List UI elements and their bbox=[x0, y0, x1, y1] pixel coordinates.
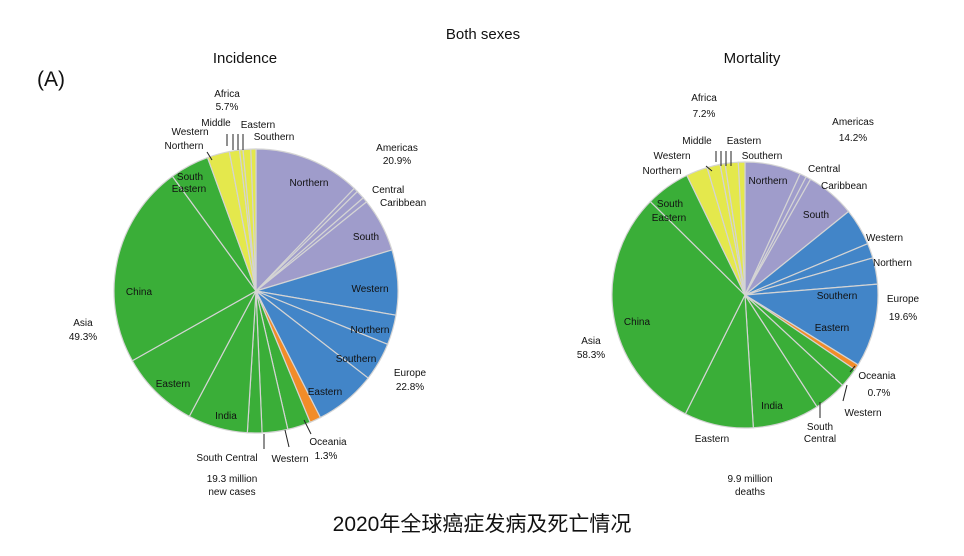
incidence-slice-label: South bbox=[177, 172, 203, 183]
incidence-slice-asia bbox=[113, 175, 257, 362]
mortality-group-label: Oceania bbox=[858, 371, 896, 382]
incidence-slice-label: China bbox=[126, 287, 153, 298]
incidence-slice-label: Southern bbox=[254, 132, 295, 143]
incidence-group-percent: 20.9% bbox=[383, 156, 411, 167]
mortality-group-label: Europe bbox=[887, 294, 920, 305]
mortality-group-percent: 0.7% bbox=[868, 388, 891, 399]
mortality-slice-label: India bbox=[761, 401, 783, 412]
mortality-slice-label: China bbox=[624, 317, 651, 328]
mortality-leader-lines bbox=[705, 151, 856, 418]
mortality-slice-label: Eastern bbox=[695, 434, 729, 445]
mortality-slice-label: Central bbox=[808, 164, 840, 175]
incidence-total-line-1: 19.3 million bbox=[207, 474, 258, 485]
incidence-group-percent: 22.8% bbox=[396, 382, 424, 393]
mortality-group-label: Americas bbox=[832, 117, 874, 128]
mortality-title: Mortality bbox=[724, 50, 781, 67]
incidence-slice-label: South Central bbox=[196, 453, 257, 464]
mortality-slice-africa bbox=[737, 161, 746, 296]
incidence-group-label: Americas bbox=[376, 143, 418, 154]
incidence-pie bbox=[113, 148, 399, 434]
mortality-slice-label: Eastern bbox=[727, 136, 761, 147]
incidence-group-label: Asia bbox=[73, 318, 93, 329]
incidence-slice-label: Western bbox=[171, 127, 208, 138]
incidence-slice-label: India bbox=[215, 411, 237, 422]
mortality-total-line-2: deaths bbox=[735, 487, 765, 498]
mortality-slice-label: Northern bbox=[643, 166, 682, 177]
incidence-title: Incidence bbox=[213, 50, 277, 67]
incidence-slice-label: Eastern bbox=[156, 379, 190, 390]
mortality-group-percent: 7.2% bbox=[693, 109, 716, 120]
mortality-slice-label: Central bbox=[804, 434, 836, 445]
incidence-group-label: Africa bbox=[214, 89, 240, 100]
mortality-slice-label: South bbox=[803, 210, 829, 221]
mortality-slice-asia bbox=[611, 200, 746, 415]
mortality-slice-label: Northern bbox=[873, 258, 912, 269]
mortality-slice-label: Western bbox=[844, 408, 881, 419]
incidence-group-percent: 1.3% bbox=[315, 451, 338, 462]
incidence-slice-label: Northern bbox=[290, 178, 329, 189]
incidence-slice-label: Eastern bbox=[172, 184, 206, 195]
incidence-slice-label: Middle bbox=[201, 118, 231, 129]
incidence-group-label: Oceania bbox=[309, 437, 347, 448]
figure-caption: 2020年全球癌症发病及死亡情况 bbox=[333, 513, 632, 536]
incidence-slice-label: Caribbean bbox=[380, 198, 426, 209]
mortality-slice-label: Northern bbox=[749, 176, 788, 187]
incidence-slice-asia bbox=[131, 289, 258, 418]
mortality-slice-label: Western bbox=[866, 233, 903, 244]
incidence-slice-label: Northern bbox=[165, 141, 204, 152]
incidence-group-label: Europe bbox=[394, 368, 427, 379]
mortality-pie bbox=[611, 161, 879, 429]
mortality-slice-label: Southern bbox=[817, 291, 858, 302]
mortality-slice-europe bbox=[743, 283, 879, 366]
mortality-group-label: Asia bbox=[581, 336, 601, 347]
figure-title: Both sexes bbox=[446, 26, 520, 43]
mortality-slice-label: Caribbean bbox=[821, 181, 867, 192]
incidence-group-percent: 49.3% bbox=[69, 332, 97, 343]
incidence-slice-label: Western bbox=[271, 454, 308, 465]
mortality-slice-label: Middle bbox=[682, 136, 712, 147]
incidence-group-percent: 5.7% bbox=[216, 102, 239, 113]
mortality-group-label: Africa bbox=[691, 93, 717, 104]
mortality-group-percent: 19.6% bbox=[889, 312, 917, 323]
mortality-group-percent: 58.3% bbox=[577, 350, 605, 361]
mortality-slice-label: Eastern bbox=[815, 323, 849, 334]
mortality-slice-label: South bbox=[807, 422, 833, 433]
incidence-slice-label: Eastern bbox=[308, 387, 342, 398]
incidence-slice-label: Western bbox=[351, 284, 388, 295]
mortality-group-percent: 14.2% bbox=[839, 133, 867, 144]
panel-label: (A) bbox=[37, 68, 65, 91]
incidence-slice-label: South bbox=[353, 232, 379, 243]
incidence-slice-americas bbox=[255, 148, 356, 293]
incidence-leader-lines bbox=[206, 134, 312, 449]
incidence-slice-label: Southern bbox=[336, 354, 377, 365]
incidence-slice-label: Northern bbox=[351, 325, 390, 336]
mortality-total-line-1: 9.9 million bbox=[727, 474, 772, 485]
mortality-slice-label: South bbox=[657, 199, 683, 210]
incidence-total-line-2: new cases bbox=[208, 487, 255, 498]
incidence-slice-africa bbox=[250, 148, 257, 292]
incidence-slice-label: Central bbox=[372, 185, 404, 196]
mortality-slice-label: Eastern bbox=[652, 213, 686, 224]
incidence-slice-label: Eastern bbox=[241, 120, 275, 131]
mortality-slice-label: Southern bbox=[742, 151, 783, 162]
mortality-slice-label: Western bbox=[653, 151, 690, 162]
